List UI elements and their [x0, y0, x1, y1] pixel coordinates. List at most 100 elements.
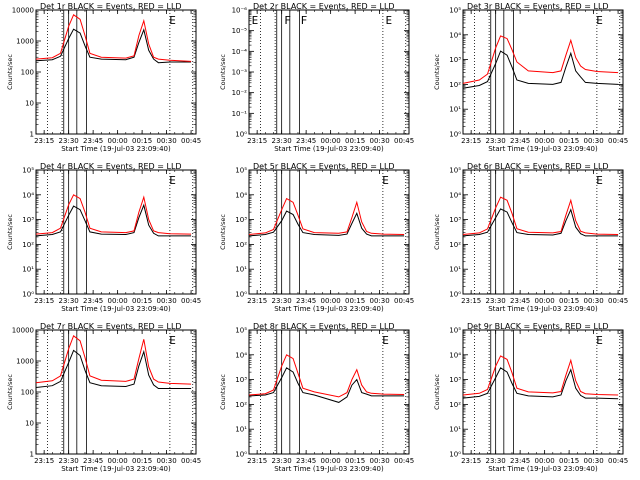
y-tick-label: 10⁰	[449, 451, 461, 459]
x-tick-label: 00:30	[370, 297, 390, 305]
y-axis-label: Counts/sec	[219, 54, 227, 90]
y-tick-label: 10²	[449, 401, 461, 409]
x-tick-label: 00:15	[132, 137, 152, 145]
x-tick-label: 23:30	[59, 137, 79, 145]
plot-frame	[462, 169, 624, 295]
y-tick-label: 10000	[12, 327, 34, 335]
x-tick-label: 00:15	[132, 297, 152, 305]
plot-frame	[462, 329, 624, 455]
time-flag-label: E	[169, 334, 176, 347]
plot-frame	[35, 169, 197, 295]
x-tick-label: 00:45	[181, 457, 201, 465]
time-flag-label: E	[596, 334, 603, 347]
y-tick-label: 10³	[449, 376, 461, 384]
y-axis-label: Counts/sec	[433, 374, 441, 410]
y-tick-label: 10²	[235, 401, 247, 409]
x-tick-label: 00:30	[157, 297, 177, 305]
x-tick-label: 00:30	[157, 457, 177, 465]
x-tick-label: 00:15	[345, 457, 365, 465]
plot-frame	[462, 9, 624, 135]
x-tick-label: 23:45	[296, 137, 316, 145]
panel-title: Det 4r BLACK = Events, RED = LLD	[40, 162, 182, 171]
detector-panel: 10⁰ 10¹ 10² 10³ 10⁴ 10⁵ 23:15 23:30 23:45 00:00 00…	[433, 322, 628, 473]
x-tick-label: 23:45	[510, 457, 530, 465]
time-flag-label: E	[596, 14, 603, 27]
x-axis-label: Start Time (19-Jul-03 23:09:40)	[488, 145, 598, 153]
x-tick-label: 23:45	[510, 297, 530, 305]
series-line	[248, 210, 405, 237]
x-tick-label: 00:15	[345, 297, 365, 305]
y-tick-label: 10	[25, 420, 34, 428]
y-tick-label: 10¹	[449, 106, 461, 114]
y-tick-label: 10⁵	[449, 167, 461, 175]
time-flag-label: E	[252, 14, 259, 27]
x-tick-label: 00:00	[535, 297, 555, 305]
x-tick-label: 00:30	[370, 457, 390, 465]
y-tick-label: 10¹	[22, 266, 34, 274]
x-tick-label: 23:45	[510, 137, 530, 145]
y-tick-label: 10⁴	[449, 31, 461, 39]
time-flag-label: E	[382, 174, 389, 187]
panel-title: Det 3r BLACK = Events, RED = LLD	[467, 2, 609, 11]
series-line	[35, 203, 192, 237]
detector-panel: 10⁰ 10¹ 10² 10³ 10⁴ 10⁵ 23:15 23:30 23:45 00:00 00…	[219, 162, 414, 313]
x-tick-label: 00:45	[181, 297, 201, 305]
x-tick-label: 23:30	[486, 457, 506, 465]
y-tick-label: 10³	[449, 56, 461, 64]
y-tick-label: 10⁵	[449, 327, 461, 335]
y-tick-label: 10²	[449, 81, 461, 89]
x-tick-label: 23:15	[247, 137, 267, 145]
y-tick-label: 10³	[22, 216, 34, 224]
detector-panel: 1 10 100 1000 10000 23:15 23:30 23:45 00:00 00:15…	[6, 322, 201, 473]
x-tick-label: 00:30	[584, 457, 604, 465]
x-tick-label: 23:45	[296, 457, 316, 465]
series-line	[462, 367, 619, 400]
x-axis-label: Start Time (19-Jul-03 23:09:40)	[61, 465, 171, 473]
y-axis-label: Counts/sec	[219, 214, 227, 250]
series-line	[462, 50, 619, 89]
x-tick-label: 23:15	[34, 297, 54, 305]
y-tick-label: 10⁵	[235, 167, 247, 175]
y-tick-label: 10⁵	[22, 167, 34, 175]
x-tick-label: 23:15	[247, 297, 267, 305]
y-tick-label: 10⁻⁶	[232, 7, 248, 15]
x-axis-label: Start Time (19-Jul-03 23:09:40)	[61, 305, 171, 313]
detector-panel: 10⁰ 10¹ 10² 10³ 10⁴ 10⁵ 23:15 23:30 23:45 00:00 00…	[219, 322, 414, 473]
time-flag-label: E	[596, 174, 603, 187]
x-tick-label: 00:45	[181, 137, 201, 145]
panel-title: Det 2r BLACK = Events, RED = LLD	[253, 2, 395, 11]
x-tick-label: 23:45	[296, 297, 316, 305]
series-line	[462, 208, 619, 237]
panel-title: Det 1r BLACK = Events, RED = LLD	[40, 2, 182, 11]
y-tick-label: 10²	[235, 241, 247, 249]
y-tick-label: 10⁴	[22, 191, 34, 199]
y-tick-label: 10⁴	[449, 351, 461, 359]
x-tick-label: 23:30	[486, 297, 506, 305]
x-tick-label: 00:15	[559, 137, 579, 145]
series-line	[35, 28, 192, 64]
y-tick-label: 1	[30, 131, 34, 139]
y-tick-label: 10⁻⁵	[232, 27, 248, 35]
panel-title: Det 5r BLACK = Events, RED = LLD	[253, 162, 395, 171]
x-axis-label: Start Time (19-Jul-03 23:09:40)	[274, 465, 384, 473]
series-line	[462, 196, 619, 235]
x-tick-label: 23:30	[486, 137, 506, 145]
time-flag-label: E	[382, 334, 389, 347]
series-line	[248, 367, 405, 403]
x-tick-label: 00:45	[608, 457, 628, 465]
y-tick-label: 10⁵	[449, 7, 461, 15]
panel-title: Det 8r BLACK = Events, RED = LLD	[253, 322, 395, 331]
detector-panel: 10⁰ 10¹ 10² 10³ 10⁴ 10⁵ 23:15 23:30 23:45 00:00 00…	[433, 2, 628, 153]
x-tick-label: 23:15	[247, 457, 267, 465]
y-tick-label: 10⁰	[235, 131, 247, 139]
x-tick-label: 00:15	[559, 457, 579, 465]
y-tick-label: 100	[21, 389, 34, 397]
y-tick-label: 10¹	[449, 266, 461, 274]
x-tick-label: 23:30	[59, 297, 79, 305]
x-axis-label: Start Time (19-Jul-03 23:09:40)	[274, 305, 384, 313]
y-tick-label: 10⁵	[235, 327, 247, 335]
x-tick-label: 23:45	[83, 297, 103, 305]
series-line	[35, 334, 192, 385]
y-tick-label: 10²	[449, 241, 461, 249]
plot-frame	[248, 329, 410, 455]
